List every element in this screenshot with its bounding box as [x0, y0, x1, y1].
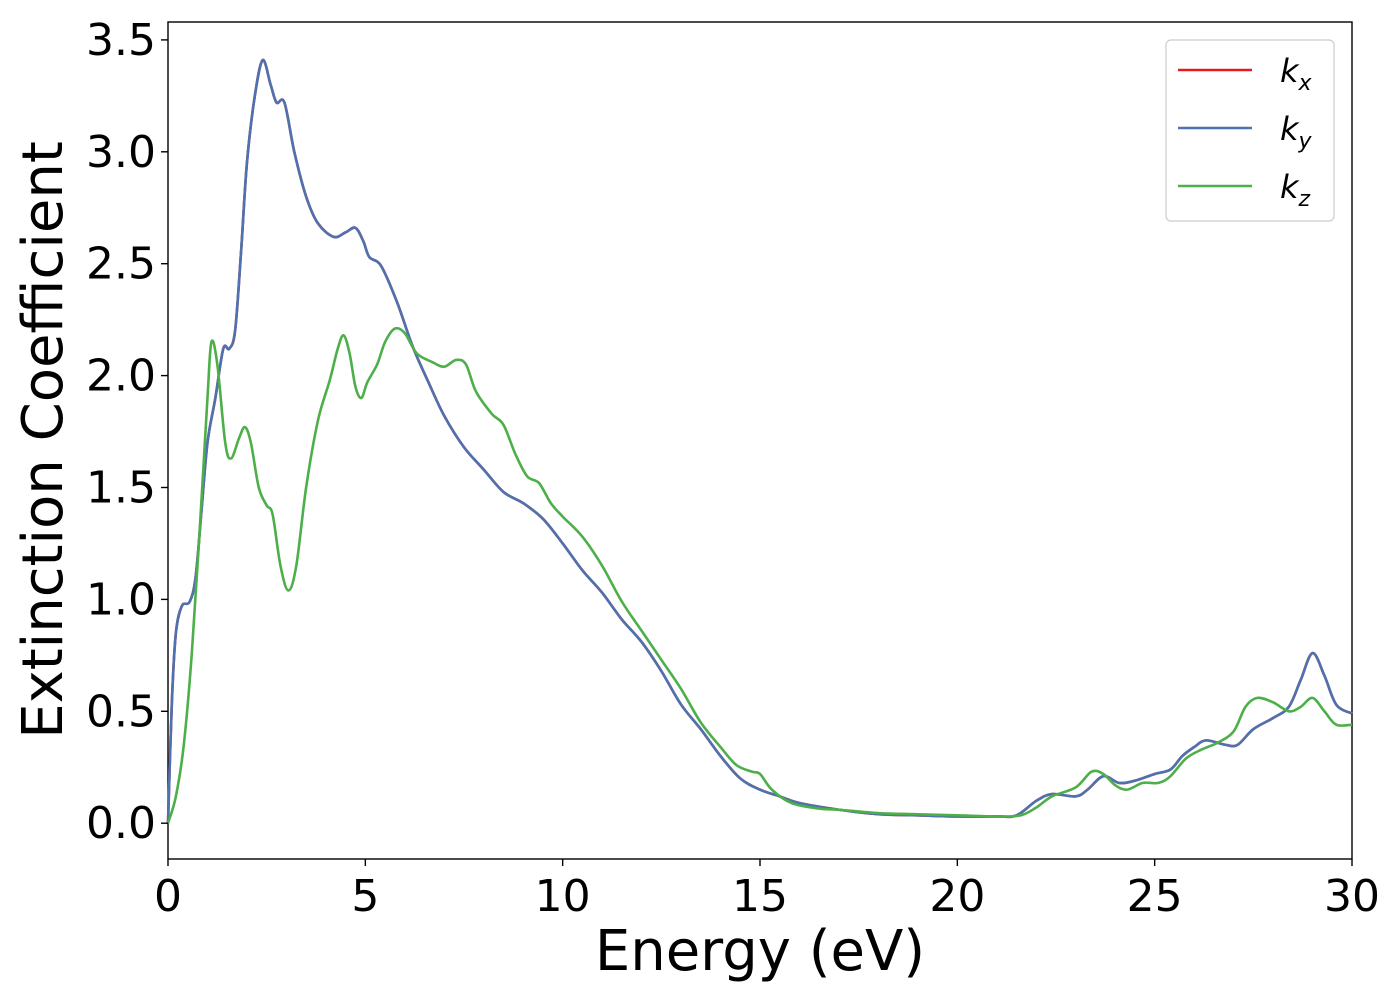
x-tick-label: 10: [535, 871, 591, 922]
x-tick-label: 15: [732, 871, 788, 922]
y-tick-label: 2.5: [86, 239, 156, 290]
series-line-kz: [166, 326, 1353, 824]
legend-label-ky: ky: [1280, 110, 1313, 154]
plot-frame: [167, 21, 1353, 860]
y-tick-label: 3.0: [86, 127, 156, 178]
y-tick-label: 0.5: [86, 686, 156, 737]
series-layer: [166, 58, 1353, 824]
x-tick-label: 5: [351, 871, 379, 922]
x-tick-label: 25: [1127, 871, 1183, 922]
plot-area: [166, 21, 1353, 860]
y-tick-label: 0.0: [86, 798, 156, 849]
y-tick-label: 1.0: [86, 574, 156, 625]
legend-frame: [1165, 39, 1335, 222]
x-axis-ticks: 0 5 10 15 20 25 30: [154, 859, 1380, 922]
series-line-ky: [166, 58, 1353, 824]
y-tick-label: 2.0: [86, 351, 156, 402]
y-axis-ticks: 0.0 0.5 1.0 1.5 2.0 2.5 3.0 3.5: [86, 15, 168, 849]
y-tick-label: 1.5: [86, 462, 156, 513]
x-axis-title: Energy (eV): [595, 919, 925, 984]
y-tick-label: 3.5: [86, 15, 156, 66]
x-tick-label: 0: [154, 871, 182, 922]
y-axis-title: Extinction Coefficient: [11, 141, 76, 739]
x-tick-label: 20: [929, 871, 985, 922]
x-tick-label: 30: [1324, 871, 1380, 922]
